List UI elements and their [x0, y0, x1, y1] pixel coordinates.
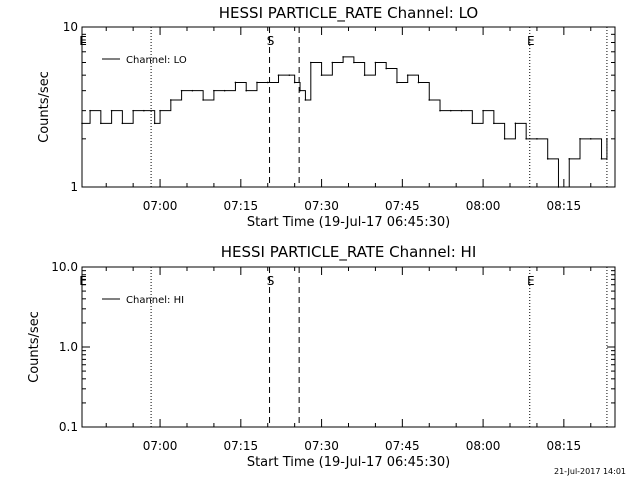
series-point — [493, 122, 495, 125]
series-point — [482, 109, 484, 112]
event-marker-label: E — [527, 274, 535, 288]
event-marker-label: E — [79, 34, 87, 48]
y-tick-label: 10 — [63, 20, 78, 34]
x-tick-label: 07:30 — [304, 439, 339, 453]
series-point — [256, 81, 258, 84]
series-point — [110, 109, 113, 112]
series-point — [100, 122, 102, 125]
series-point — [310, 61, 312, 64]
series-point — [170, 99, 172, 101]
chart-title: HESSI PARTICLE_RATE Channel: LO — [219, 4, 478, 23]
legend-label: Channel: LO — [126, 55, 187, 66]
event-marker-label: E — [527, 34, 535, 48]
series-point — [385, 67, 387, 70]
series-line — [82, 56, 608, 188]
x-tick-label: 07:30 — [304, 199, 339, 213]
series-point — [159, 109, 161, 112]
series-point — [234, 81, 237, 84]
series-point — [223, 89, 226, 92]
series-point — [191, 89, 194, 92]
series-point — [202, 99, 204, 101]
series-point — [288, 74, 291, 76]
series-point — [266, 81, 269, 84]
chart-panel-1: HESSI PARTICLE_RATE Channel: LO Counts/se… — [37, 4, 616, 230]
y-tick-label: 1 — [70, 180, 78, 194]
series-point — [460, 109, 463, 112]
x-tick-label: 08:15 — [547, 439, 582, 453]
y-axis-label: Counts/sec — [27, 311, 42, 383]
x-tick-label: 08:15 — [547, 199, 582, 213]
series-point — [89, 109, 91, 112]
series-point — [449, 109, 452, 112]
series-point — [143, 109, 145, 112]
series-point — [153, 122, 156, 125]
series-point — [417, 81, 420, 84]
series-point — [320, 74, 323, 76]
series-point — [213, 89, 215, 92]
x-tick-label: 07:15 — [224, 199, 259, 213]
series-point — [406, 74, 409, 76]
x-tick-label: 08:00 — [466, 439, 501, 453]
series-point — [557, 186, 560, 188]
series-point — [121, 122, 124, 125]
series-point — [579, 138, 581, 140]
series-point — [589, 138, 592, 140]
series-point — [514, 122, 517, 125]
series-point — [471, 122, 474, 125]
event-marker-label: S — [267, 274, 275, 288]
series-point — [331, 61, 334, 64]
series-point — [245, 89, 248, 92]
x-tick-label: 07:00 — [143, 199, 178, 213]
y-tick-label: 0.1 — [59, 420, 78, 434]
series-point — [503, 138, 506, 140]
series-point — [342, 56, 344, 58]
series-point — [374, 61, 377, 64]
series-point — [568, 158, 571, 160]
series-point — [439, 109, 441, 112]
event-marker-label: E — [79, 274, 87, 288]
series-point — [293, 81, 296, 84]
series-point — [546, 158, 549, 160]
series-point — [606, 138, 608, 140]
series-point — [304, 99, 307, 101]
series-point — [132, 109, 134, 112]
series-point — [277, 74, 280, 76]
x-tick-label: 07:45 — [385, 199, 420, 213]
chart-title: HESSI PARTICLE_RATE Channel: HI — [221, 243, 477, 262]
x-tick-label: 07:00 — [143, 439, 178, 453]
series-point — [428, 99, 431, 101]
series-point — [353, 61, 355, 64]
y-tick-label: 10.0 — [51, 260, 78, 274]
plot-frame — [81, 266, 616, 428]
series-point — [600, 158, 603, 160]
x-tick-label: 07:15 — [224, 439, 259, 453]
plot-frame — [81, 26, 616, 188]
y-tick-label: 1.0 — [59, 340, 78, 354]
series-point — [180, 89, 183, 92]
series-point — [536, 138, 538, 140]
series-point — [396, 81, 398, 84]
footer-timestamp: 21-Jul-2017 14:01 — [554, 467, 627, 476]
chart-panel-2: HESSI PARTICLE_RATE Channel: HI Counts/se… — [27, 243, 616, 470]
y-axis-label: Counts/sec — [37, 71, 52, 143]
event-marker-label: S — [267, 34, 275, 48]
x-tick-label: 07:45 — [385, 439, 420, 453]
x-axis-label: Start Time (19-Jul-17 06:45:30) — [247, 215, 450, 230]
legend-label: Channel: HI — [126, 295, 184, 306]
x-axis-label: Start Time (19-Jul-17 06:45:30) — [247, 455, 450, 470]
series-point — [363, 74, 366, 76]
x-tick-label: 08:00 — [466, 199, 501, 213]
series-point — [299, 89, 301, 92]
series-point — [525, 138, 527, 140]
series-point — [81, 122, 83, 125]
